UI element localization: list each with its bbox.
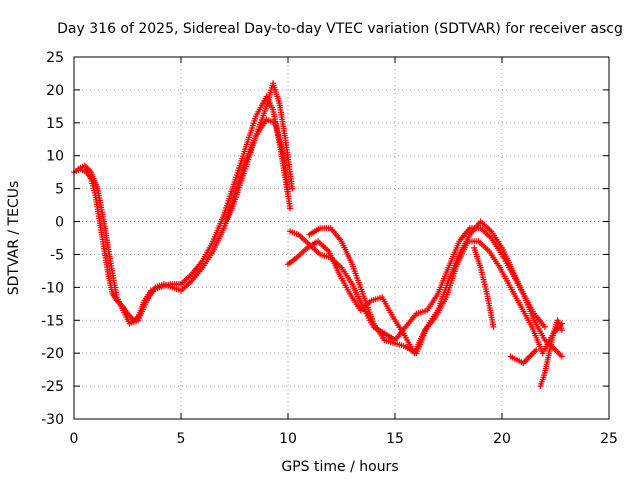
x-tick-label: 10 <box>279 431 297 447</box>
y-tick-label: 20 <box>46 83 64 99</box>
x-tick-label: 20 <box>493 431 511 447</box>
y-tick-label: -5 <box>50 247 64 263</box>
series-line <box>289 227 546 341</box>
series-track-6 <box>285 238 565 357</box>
grid <box>73 56 610 420</box>
series-markers <box>285 238 565 357</box>
axes: 0 5 10 15 20 25 -30 -25 -20 -15 -10 -5 0 5 10 15 20 25 <box>41 50 618 447</box>
x-axis-label: GPS time / hours <box>281 459 398 475</box>
series-markers <box>471 244 497 330</box>
y-tick-label: 15 <box>46 116 64 132</box>
y-axis-label: SDTVAR / TECUs <box>6 181 22 296</box>
chart-title: Day 316 of 2025, Sidereal Day-to-day VTE… <box>57 21 623 37</box>
y-tick-label: 5 <box>55 182 64 198</box>
y-tick-label: 25 <box>46 50 64 66</box>
series-markers <box>507 346 540 367</box>
series-track-9 <box>471 244 497 330</box>
x-tick-label: 0 <box>70 431 79 447</box>
y-tick-label: 0 <box>55 215 64 231</box>
x-tick-label: 25 <box>600 431 618 447</box>
y-tick-label: -30 <box>41 412 64 428</box>
plot-frame <box>73 56 610 420</box>
series-markers <box>75 80 296 327</box>
y-tick-label: -25 <box>41 379 64 395</box>
series-markers <box>220 116 291 232</box>
series-track-8 <box>537 317 565 390</box>
y-tick-label: -10 <box>41 280 64 296</box>
x-tick-label: 15 <box>386 431 404 447</box>
series-track-7 <box>507 346 540 367</box>
series-markers <box>537 317 565 390</box>
x-tick-label: 5 <box>177 431 186 447</box>
y-tick-label: 10 <box>46 149 64 165</box>
data-series <box>71 80 565 390</box>
y-tick-label: -15 <box>41 313 64 329</box>
y-tick-label: -20 <box>41 346 64 362</box>
series-track-2 <box>75 80 296 327</box>
series-track-3 <box>220 116 291 232</box>
